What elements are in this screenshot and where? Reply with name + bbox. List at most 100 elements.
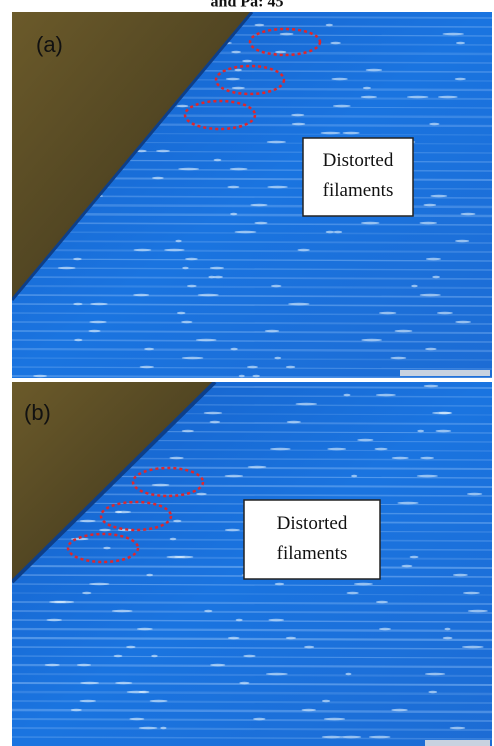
figure: and Pa: 45 Distorted filaments (a) Disto… xyxy=(0,0,494,746)
highlight-speck xyxy=(461,213,476,215)
highlight-speck xyxy=(357,439,373,441)
highlight-speck xyxy=(126,646,135,648)
highlight-speck xyxy=(351,475,357,477)
highlight-speck xyxy=(333,105,351,107)
highlight-speck xyxy=(333,231,342,233)
highlight-speck xyxy=(134,249,152,251)
highlight-speck xyxy=(196,493,207,495)
highlight-speck xyxy=(436,430,452,432)
highlight-speck xyxy=(270,448,291,450)
highlight-speck xyxy=(239,375,245,377)
highlight-speck xyxy=(77,664,91,666)
highlight-speck xyxy=(423,204,436,206)
highlight-speck xyxy=(204,610,212,612)
highlight-speck xyxy=(226,78,240,80)
highlight-speck xyxy=(361,222,380,224)
highlight-speck xyxy=(231,51,241,53)
highlight-speck xyxy=(80,682,99,684)
highlight-speck xyxy=(265,330,279,332)
highlight-speck xyxy=(80,700,96,702)
highlight-speck xyxy=(250,204,267,206)
highlight-speck xyxy=(160,727,166,729)
highlight-speck xyxy=(173,520,181,522)
highlight-speck xyxy=(361,339,382,341)
panel-label: (b) xyxy=(24,400,51,425)
highlight-speck xyxy=(304,646,314,648)
highlight-speck xyxy=(463,592,480,594)
highlight-speck xyxy=(392,457,409,459)
highlight-speck xyxy=(156,150,170,152)
highlight-speck xyxy=(210,421,221,423)
highlight-speck xyxy=(432,276,440,278)
highlight-speck xyxy=(417,475,438,477)
highlight-speck xyxy=(411,285,417,287)
highlight-speck xyxy=(343,132,360,134)
highlight-speck xyxy=(286,366,295,368)
highlight-speck xyxy=(326,231,334,233)
highlight-speck xyxy=(438,96,458,98)
highlight-speck xyxy=(439,412,452,414)
highlight-speck xyxy=(424,385,439,387)
highlight-speck xyxy=(239,682,249,684)
highlight-speck xyxy=(133,294,149,296)
highlight-speck xyxy=(468,610,488,612)
highlight-speck xyxy=(196,339,217,341)
highlight-speck xyxy=(232,87,245,89)
highlight-speck xyxy=(204,412,223,414)
highlight-speck xyxy=(152,177,164,179)
highlight-speck xyxy=(462,646,484,648)
highlight-speck xyxy=(114,655,123,657)
highlight-speck xyxy=(112,610,133,612)
highlight-speck xyxy=(252,375,259,377)
highlight-speck xyxy=(417,430,424,432)
highlight-speck xyxy=(275,51,286,53)
highlight-speck xyxy=(174,556,193,558)
scale-bar xyxy=(400,370,490,376)
header-text: and Pa: 45 xyxy=(211,0,284,11)
highlight-speck xyxy=(326,24,333,26)
highlight-speck xyxy=(450,727,466,729)
highlight-speck xyxy=(230,213,237,215)
panel-label: (a) xyxy=(36,32,63,57)
highlight-speck xyxy=(366,69,382,71)
highlight-speck xyxy=(152,484,170,486)
highlight-speck xyxy=(280,33,294,35)
highlight-speck xyxy=(390,357,406,359)
highlight-speck xyxy=(73,303,82,305)
highlight-speck xyxy=(46,619,62,621)
highlight-speck xyxy=(410,556,419,558)
callout-text: Distorted xyxy=(277,513,348,534)
highlight-speck xyxy=(210,664,225,666)
highlight-speck xyxy=(208,276,215,278)
highlight-speck xyxy=(321,132,341,134)
highlight-speck xyxy=(74,339,82,341)
highlight-speck xyxy=(230,168,248,170)
highlight-speck xyxy=(45,664,60,666)
highlight-speck xyxy=(234,69,241,71)
highlight-speck xyxy=(363,87,371,89)
callout-text: filaments xyxy=(323,180,394,201)
highlight-speck xyxy=(90,303,108,305)
callout-box xyxy=(244,500,380,579)
highlight-speck xyxy=(420,294,441,296)
highlight-speck xyxy=(297,249,309,251)
highlight-speck xyxy=(88,330,100,332)
highlight-speck xyxy=(225,475,244,477)
highlight-speck xyxy=(228,637,240,639)
highlight-speck xyxy=(150,700,168,702)
highlight-speck xyxy=(247,366,258,368)
highlight-speck xyxy=(268,619,284,621)
highlight-speck xyxy=(80,520,96,522)
highlight-speck xyxy=(253,718,265,720)
highlight-speck xyxy=(146,574,153,576)
highlight-speck xyxy=(99,529,111,531)
highlight-speck xyxy=(456,42,465,44)
highlight-speck xyxy=(275,583,284,585)
highlight-speck xyxy=(89,583,109,585)
highlight-speck xyxy=(347,592,359,594)
divider xyxy=(0,378,494,382)
highlight-speck xyxy=(288,303,309,305)
highlight-speck xyxy=(397,502,418,504)
highlight-speck xyxy=(425,673,445,675)
highlight-speck xyxy=(243,655,255,657)
